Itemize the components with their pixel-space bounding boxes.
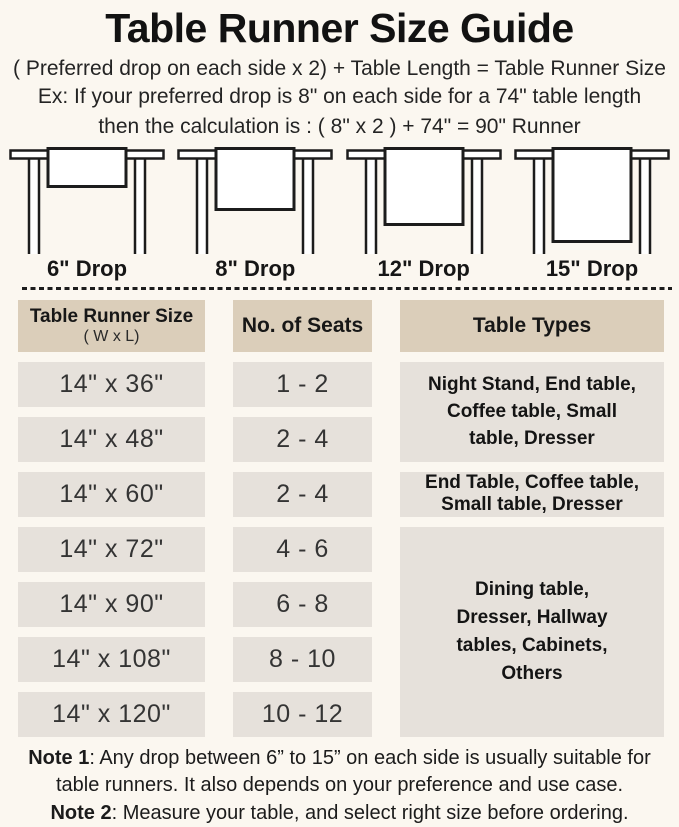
seats-cell: 2 - 4	[233, 472, 372, 517]
column-table-types: Table Types Night Stand, End table, Coff…	[400, 300, 664, 737]
table-drawing-icon	[9, 147, 165, 254]
table-illustration-8-drop	[177, 147, 333, 254]
seats-cell: 1 - 2	[233, 362, 372, 407]
size-cell: 14" x 60"	[18, 472, 205, 517]
table-types-group-medium: End Table, Coffee table, Small table, Dr…	[400, 472, 664, 517]
note-2-label: Note 2	[50, 802, 111, 824]
note-2: Note 2: Measure your table, and select r…	[0, 800, 679, 827]
column-header-table-types: Table Types	[400, 300, 664, 352]
drop-label-8: 8" Drop	[177, 256, 333, 282]
example-line-2: then the calculation is : ( 8" x 2 ) + 7…	[0, 112, 679, 142]
table-illustration-15-drop	[514, 147, 670, 254]
header-types-title: Table Types	[473, 314, 591, 338]
seats-cell: 8 - 10	[233, 637, 372, 682]
drop-label-6: 6" Drop	[9, 256, 165, 282]
note-2-text: : Measure your table, and select right s…	[112, 802, 629, 824]
header-size-title: Table Runner Size	[30, 306, 193, 327]
table-drawing-icon	[346, 147, 502, 254]
column-header-seats: No. of Seats	[233, 300, 372, 352]
example-line-1: Ex: If your preferred drop is 8" on each…	[0, 82, 679, 112]
table-types-group-small: Night Stand, End table, Coffee table, Sm…	[400, 362, 664, 462]
seats-cell: 2 - 4	[233, 417, 372, 462]
size-cell: 14" x 48"	[18, 417, 205, 462]
seats-cell: 10 - 12	[233, 692, 372, 737]
size-cell: 14" x 72"	[18, 527, 205, 572]
header-seats-title: No. of Seats	[242, 314, 363, 338]
drop-labels: 6" Drop 8" Drop 12" Drop 15" Drop	[0, 256, 679, 282]
notes-section: Note 1: Any drop between 6” to 15” on ea…	[0, 745, 679, 827]
table-types-group-large: Dining table, Dresser, Hallway tables, C…	[400, 527, 664, 737]
size-cell: 14" x 36"	[18, 362, 205, 407]
column-header-runner-size: Table Runner Size ( W x L)	[18, 300, 205, 352]
note-1: Note 1: Any drop between 6” to 15” on ea…	[0, 745, 679, 800]
table-illustration-6-drop	[9, 147, 165, 254]
table-illustration-12-drop	[346, 147, 502, 254]
drop-label-12: 12" Drop	[346, 256, 502, 282]
seats-cell: 4 - 6	[233, 527, 372, 572]
table-drawing-icon	[514, 147, 670, 254]
note-1-label: Note 1	[28, 747, 89, 769]
drop-illustrations	[0, 147, 679, 254]
table-drawing-icon	[177, 147, 333, 254]
page-title: Table Runner Size Guide	[0, 0, 679, 53]
formula-text: ( Preferred drop on each side x 2) + Tab…	[0, 56, 679, 82]
header-size-subtitle: ( W x L)	[84, 327, 140, 346]
size-cell: 14" x 90"	[18, 582, 205, 627]
note-1-text: : Any drop between 6” to 15” on each sid…	[56, 747, 651, 797]
column-seats: No. of Seats 1 - 2 2 - 4 2 - 4 4 - 6 6 -…	[233, 300, 372, 737]
size-cell: 14" x 108"	[18, 637, 205, 682]
size-cell: 14" x 120"	[18, 692, 205, 737]
seats-cell: 6 - 8	[233, 582, 372, 627]
column-runner-size: Table Runner Size ( W x L) 14" x 36" 14"…	[18, 300, 205, 737]
drop-label-15: 15" Drop	[514, 256, 670, 282]
dashed-divider	[22, 287, 672, 290]
size-guide-table: Table Runner Size ( W x L) 14" x 36" 14"…	[0, 300, 679, 737]
